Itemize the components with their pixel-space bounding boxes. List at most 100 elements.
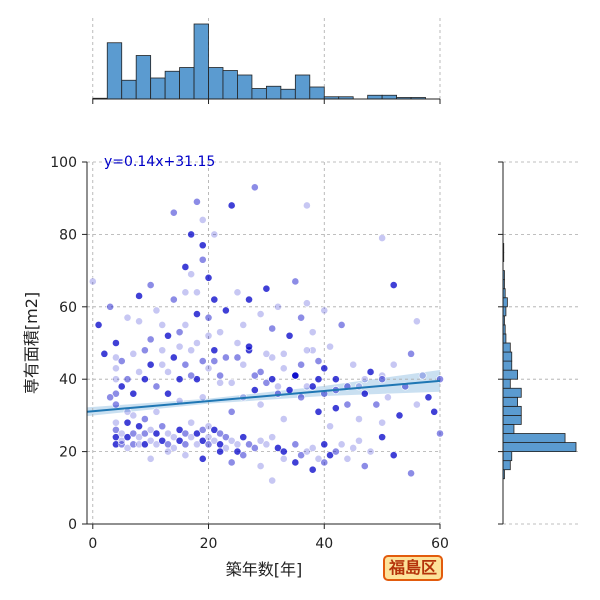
x-hist-bar	[106, 42, 123, 100]
data-point	[268, 353, 277, 362]
data-point	[320, 458, 329, 467]
data-point	[198, 425, 207, 434]
data-point	[187, 433, 196, 442]
data-point	[331, 447, 340, 456]
data-point	[129, 429, 138, 438]
data-point	[407, 349, 415, 358]
data-point	[210, 436, 219, 445]
x-hist-bar	[237, 74, 253, 100]
y-hist-bar	[502, 442, 577, 452]
data-point	[193, 310, 201, 318]
data-point	[256, 400, 265, 409]
data-point	[262, 440, 271, 449]
y-tick-label: 0	[68, 517, 77, 533]
data-point	[181, 360, 190, 369]
data-point	[395, 411, 404, 420]
data-point	[250, 371, 259, 380]
data-point	[227, 458, 236, 467]
data-point	[279, 454, 288, 463]
data-point	[314, 454, 323, 463]
x-hist-bar	[193, 23, 209, 100]
data-point	[360, 375, 369, 384]
ward-badge: 福島区	[383, 555, 443, 581]
data-point	[175, 425, 184, 434]
data-point	[123, 313, 132, 322]
data-point	[140, 415, 149, 423]
x-hist-bar	[208, 67, 224, 100]
data-point	[407, 469, 415, 478]
fit-layer	[86, 379, 441, 413]
x-hist-bar	[150, 77, 166, 100]
data-point	[372, 400, 381, 409]
data-point	[158, 360, 167, 369]
data-point	[204, 273, 213, 282]
data-point	[210, 295, 219, 304]
y-hist-bar	[502, 433, 566, 443]
confidence-band	[87, 369, 440, 417]
data-point	[158, 436, 167, 445]
data-point	[274, 382, 282, 391]
data-point	[303, 346, 311, 355]
data-point	[210, 346, 219, 355]
x-hist-bar	[121, 79, 137, 100]
data-point	[337, 440, 346, 449]
data-point	[239, 320, 248, 329]
data-point	[135, 317, 143, 326]
data-point	[274, 444, 282, 452]
data-point	[187, 346, 196, 355]
data-point	[343, 400, 352, 409]
data-point	[210, 230, 219, 239]
data-point	[326, 342, 334, 351]
data-point	[245, 342, 253, 351]
data-point	[412, 317, 421, 326]
data-point	[169, 433, 178, 442]
data-point	[430, 407, 439, 416]
data-point	[297, 393, 306, 402]
x-axis-label: 築年数[年]	[226, 560, 303, 579]
data-point	[181, 288, 190, 297]
data-point	[233, 447, 242, 456]
data-point	[389, 281, 398, 289]
data-point	[279, 447, 288, 456]
points-layer	[88, 183, 444, 485]
data-point	[169, 444, 178, 452]
data-point	[308, 328, 317, 337]
data-point	[308, 465, 317, 474]
y-axis-label: 専有面積[m2]	[22, 292, 41, 394]
data-point	[343, 454, 352, 463]
data-point	[112, 418, 120, 427]
data-point	[158, 320, 167, 329]
data-point	[106, 393, 115, 402]
x-hist-bar	[294, 74, 311, 100]
y-hist-bar	[502, 405, 522, 416]
data-point	[146, 425, 155, 434]
data-point	[308, 382, 317, 391]
data-point	[216, 378, 224, 387]
x-tick-label: 60	[431, 536, 449, 552]
x-hist-bar	[265, 85, 282, 100]
data-point	[117, 382, 126, 391]
data-point	[129, 440, 138, 449]
data-point	[360, 462, 369, 470]
regression-equation: y=0.14x+31.15	[104, 154, 215, 170]
data-point	[221, 433, 230, 442]
data-point	[193, 375, 201, 384]
data-point	[204, 364, 213, 373]
x-histogram	[92, 23, 441, 104]
data-point	[320, 440, 329, 449]
data-point	[123, 418, 132, 427]
data-point	[355, 436, 363, 445]
data-point	[152, 382, 161, 391]
data-point	[123, 444, 132, 452]
data-point	[216, 447, 224, 456]
data-point	[384, 393, 392, 402]
data-point	[378, 234, 387, 242]
data-point	[412, 400, 421, 409]
data-point	[262, 284, 271, 293]
data-point	[239, 451, 248, 460]
data-point	[146, 436, 155, 445]
data-point	[112, 353, 120, 362]
data-point	[146, 281, 155, 289]
data-point	[268, 324, 277, 333]
x-tick-label: 40	[315, 536, 333, 552]
